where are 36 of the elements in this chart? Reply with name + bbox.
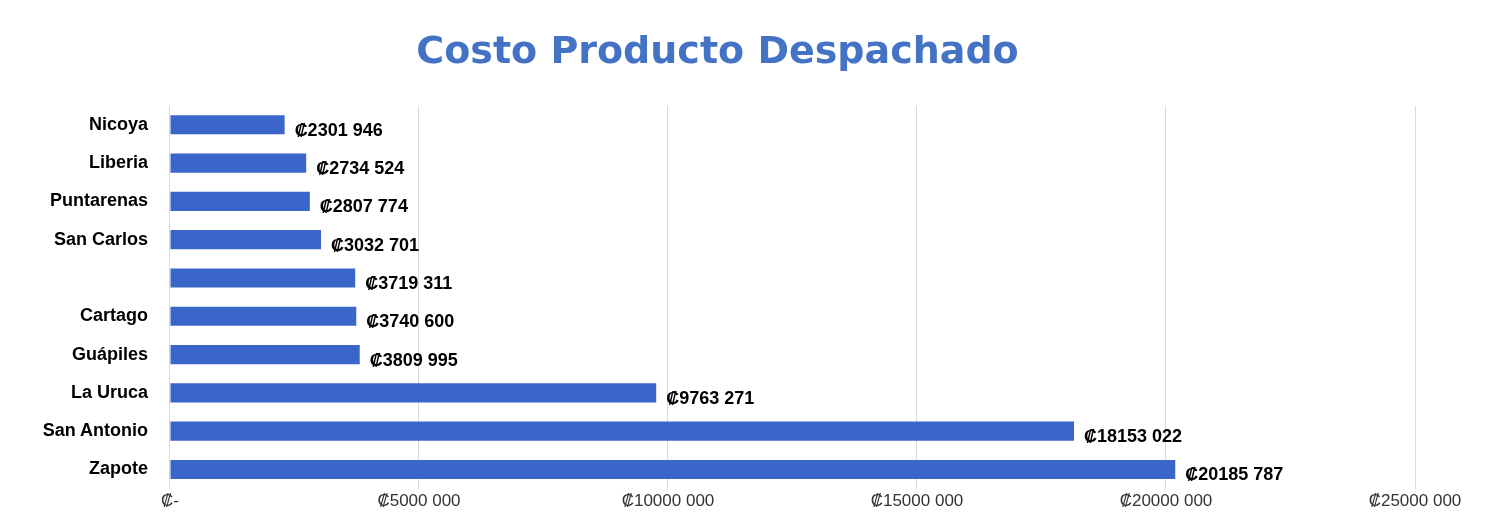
bar: [170, 153, 307, 173]
data-label: ₡18153 022: [1084, 426, 1183, 447]
data-label: ₡2807 774: [319, 196, 408, 217]
y-tick-label: Guápiles: [71, 343, 148, 364]
bar: [170, 344, 360, 365]
bar: [170, 421, 1075, 441]
chart-title: Costo Producto Despachado: [416, 27, 1019, 72]
y-tick-label: Zapote: [88, 458, 148, 479]
data-label: ₡9763 271: [666, 387, 755, 408]
y-tick-label: San Antonio: [42, 420, 148, 441]
x-tick-label: ₡10000 000: [621, 491, 715, 511]
data-label: ₡3719 311: [365, 272, 453, 293]
y-tick-label: Cartago: [79, 305, 148, 326]
x-tick-label: ₡-: [161, 491, 179, 511]
data-label: ₡2301 946: [294, 119, 383, 140]
x-tick-label: ₡25000 000: [1368, 491, 1462, 511]
data-label: ₡3740 600: [366, 311, 455, 332]
bar: [170, 115, 285, 135]
data-label: ₡2734 524: [316, 158, 405, 179]
bar: [170, 268, 356, 288]
data-label: ₡20185 787: [1185, 464, 1284, 485]
bar: [170, 230, 322, 250]
data-label: ₡3032 701: [331, 234, 420, 255]
y-tick-label: Puntarenas: [49, 190, 148, 211]
y-tick-label: La Uruca: [70, 381, 149, 402]
x-tick-label: ₡5000 000: [377, 491, 461, 511]
y-tick-label: Nicoya: [88, 113, 149, 134]
x-tick-label: ₡20000 000: [1119, 491, 1213, 511]
bar: [170, 191, 310, 211]
x-tick-label: ₡15000 000: [870, 491, 964, 511]
y-tick-label: Liberia: [88, 152, 149, 173]
y-tick-label: San Carlos: [53, 228, 148, 249]
bar: [170, 383, 657, 403]
bar: [170, 306, 357, 326]
bar: [170, 459, 1176, 480]
data-label: ₡3809 995: [369, 349, 458, 370]
